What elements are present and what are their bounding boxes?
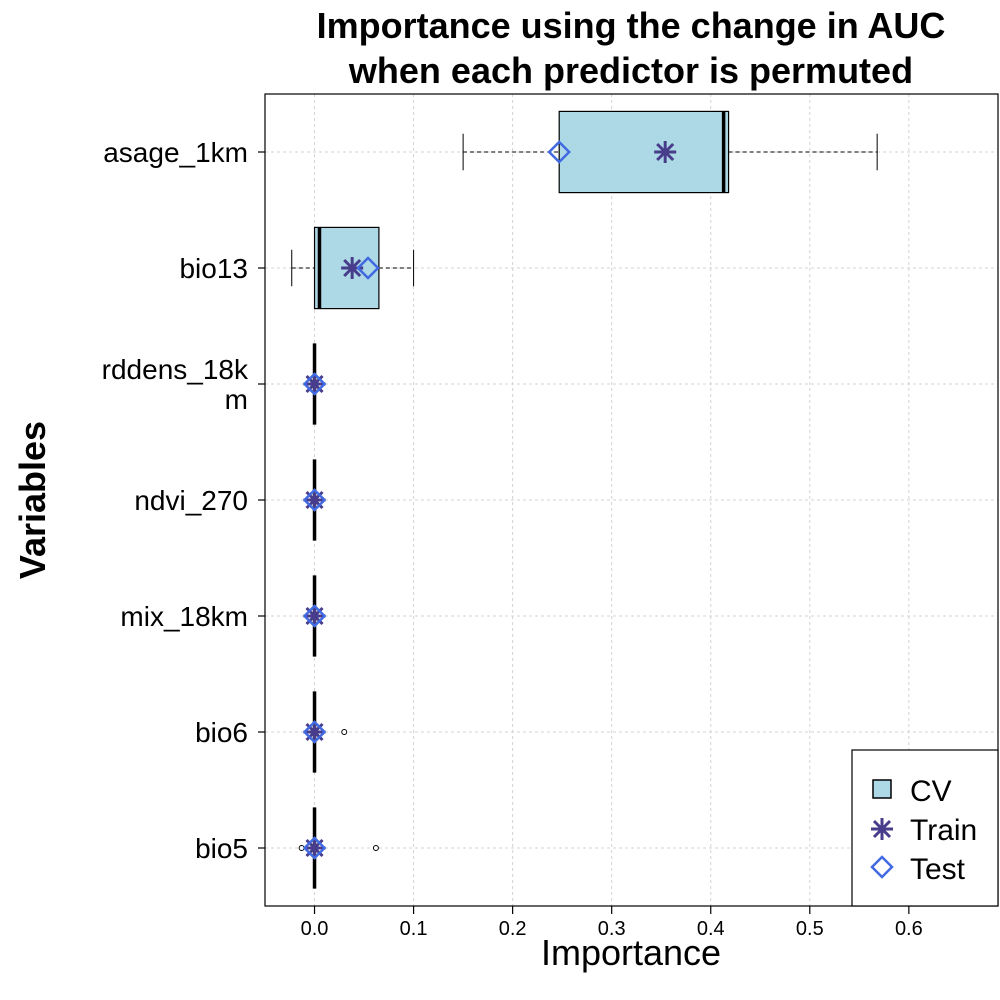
test-marker <box>302 488 327 512</box>
chart-title-line-1: Importance using the change in AUC <box>317 5 946 46</box>
train-marker <box>303 605 326 627</box>
test-marker <box>302 836 327 860</box>
test-marker <box>547 140 571 164</box>
train-marker <box>303 489 326 511</box>
legend: CV Train Test <box>851 749 999 907</box>
train-marker <box>341 257 364 279</box>
x-tick-label: 0.1 <box>400 918 428 940</box>
category-label: ndvi_270 <box>134 485 248 516</box>
x-tick-label: 0.2 <box>499 918 527 940</box>
train-marker-stroke <box>656 142 675 162</box>
outlier-point <box>372 845 379 851</box>
train-marker <box>303 837 326 859</box>
x-tick-label: 0.4 <box>697 918 725 940</box>
category-label: bio5 <box>195 833 248 864</box>
test-marker <box>302 720 327 744</box>
axes: 0.0 0.1 0.2 0.3 0.4 0.5 0.6 asage_1km bio13 rdden… <box>102 137 923 940</box>
x-axis-title: Importance <box>541 932 721 973</box>
box-iqr <box>558 110 730 194</box>
category-label: rddens_18k <box>102 354 249 385</box>
outlier-point <box>341 729 348 735</box>
x-tick-label: 0.0 <box>301 918 329 940</box>
legend-train-label: Train <box>910 814 977 847</box>
category-label: bio6 <box>195 717 248 748</box>
test-marker <box>302 372 327 396</box>
chart-title-line-2: when each predictor is permuted <box>348 50 913 91</box>
legend-cv-label: CV <box>910 775 952 808</box>
y-axis-title: Variables <box>12 421 53 579</box>
test-marker <box>302 604 327 628</box>
point-markers <box>302 140 677 860</box>
x-tick-label: 0.3 <box>598 918 626 940</box>
train-marker-stroke <box>343 258 362 278</box>
test-marker <box>356 256 380 280</box>
category-label: asage_1km <box>103 137 248 168</box>
x-tick-label: 0.6 <box>895 918 923 940</box>
category-label: bio13 <box>179 253 248 284</box>
legend-test-label: Test <box>910 853 966 886</box>
legend-train-asterisk-icon <box>871 818 893 840</box>
train-marker <box>303 373 326 395</box>
train-marker <box>303 721 326 743</box>
x-tick-label: 0.5 <box>796 918 824 940</box>
category-label: mix_18km <box>120 601 248 632</box>
category-label: m <box>225 384 248 415</box>
legend-test-diamond-icon <box>870 855 894 879</box>
train-marker <box>654 141 677 163</box>
legend-cv-swatch <box>872 779 892 799</box>
